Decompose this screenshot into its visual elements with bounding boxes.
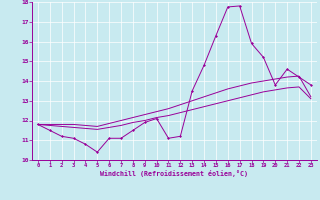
- X-axis label: Windchill (Refroidissement éolien,°C): Windchill (Refroidissement éolien,°C): [100, 170, 248, 177]
